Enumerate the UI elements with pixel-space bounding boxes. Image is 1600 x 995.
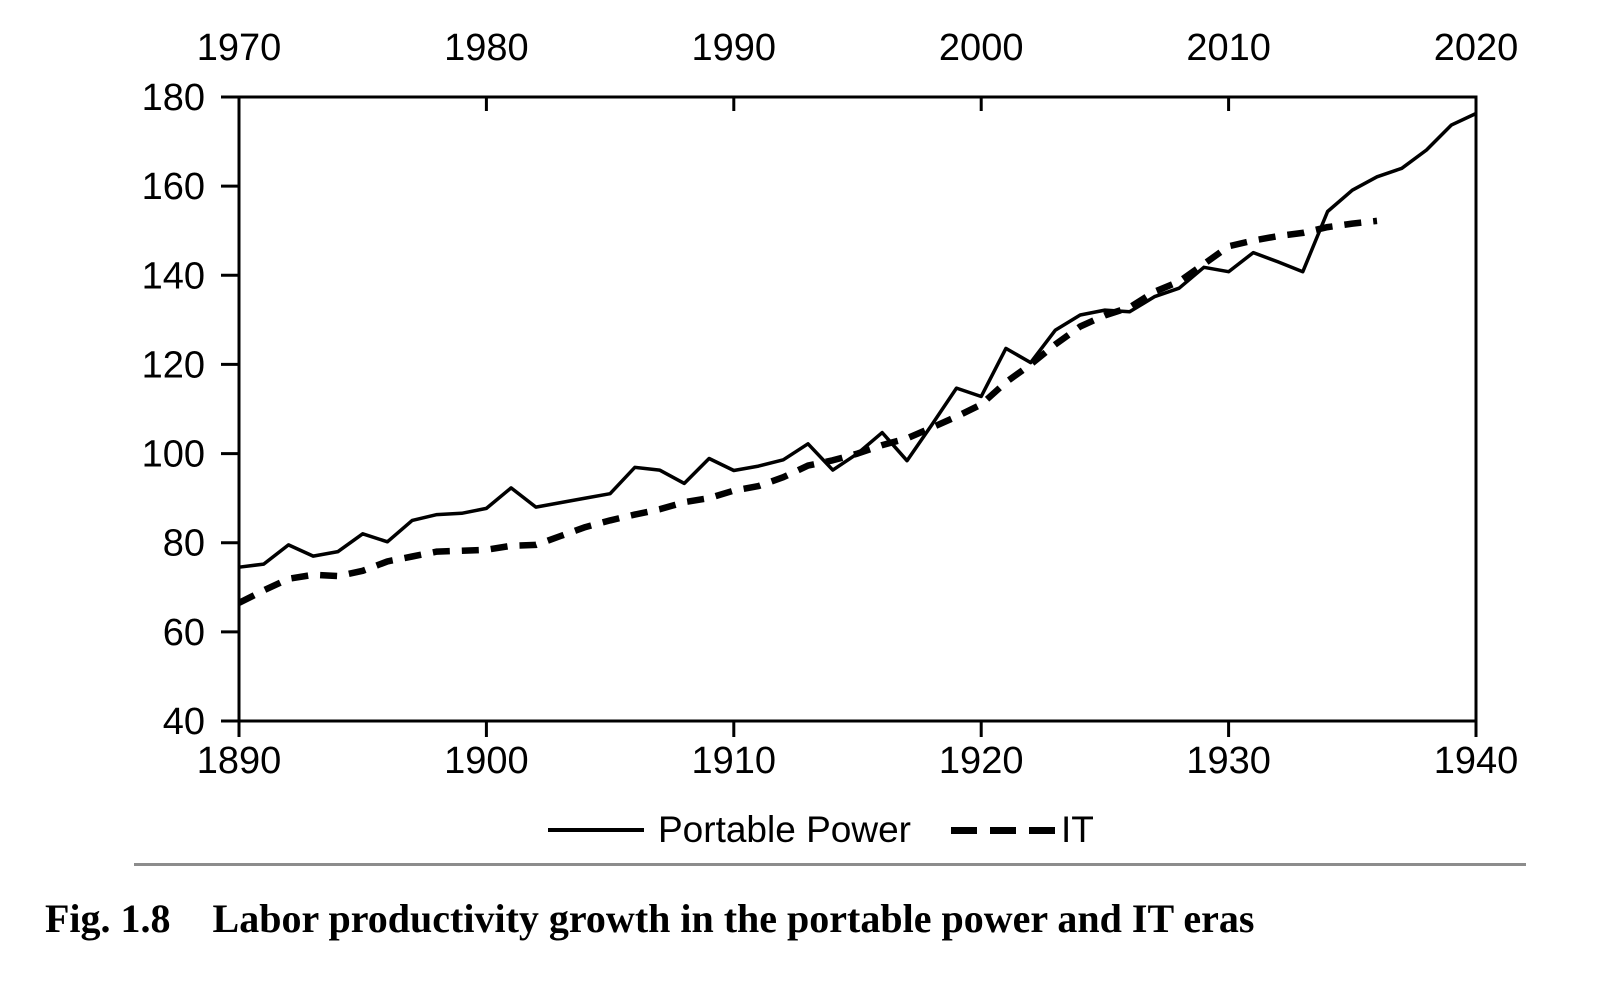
legend-label-portable-power: Portable Power [658, 809, 911, 850]
y-axis-tick-label: 80 [163, 523, 205, 565]
chart-legend: Portable Power IT [548, 806, 1094, 854]
legend-dashed-line-sample [950, 826, 1055, 834]
top-axis-tick-label: 2020 [1434, 27, 1519, 69]
y-axis-tick-label: 60 [163, 612, 205, 654]
top-axis-tick-label: 1980 [444, 27, 529, 69]
figure-separator-rule [134, 863, 1526, 866]
legend-label-it: IT [1060, 809, 1094, 850]
figure-caption-text: Labor productivity growth in the portabl… [212, 896, 1255, 941]
dash-segment [989, 826, 1016, 834]
bottom-axis-tick-label: 1930 [1186, 740, 1271, 782]
bottom-axis-tick-label: 1910 [692, 740, 777, 782]
plot-border [237, 95, 1478, 723]
y-axis-tick-label: 160 [142, 166, 205, 208]
dash-segment [1028, 826, 1055, 834]
dash-segment [950, 826, 977, 834]
bottom-axis-tick-label: 1940 [1434, 740, 1519, 782]
y-axis-tick-label: 100 [142, 434, 205, 476]
series-line-portable-power [238, 111, 1477, 569]
y-axis-tick-label: 40 [163, 701, 205, 743]
figure-caption-number: Fig. 1.8 [45, 896, 171, 941]
figure-caption: Fig. 1.8 Labor productivity growth in the… [45, 895, 1255, 942]
y-axis-tick-label: 120 [142, 344, 205, 386]
top-axis-tick-label: 1970 [197, 27, 282, 69]
bottom-axis-tick-label: 1920 [939, 740, 1024, 782]
legend-solid-line-sample [548, 828, 644, 832]
bottom-axis-tick-label: 1900 [444, 740, 529, 782]
y-axis-tick-label: 140 [142, 255, 205, 297]
y-axis-tick-label: 180 [142, 77, 205, 119]
top-axis-tick-label: 2000 [939, 27, 1024, 69]
top-axis-tick-label: 2010 [1186, 27, 1271, 69]
top-axis-tick-label: 1990 [692, 27, 777, 69]
bottom-axis-tick-label: 1890 [197, 740, 282, 782]
series-line-it [237, 217, 1378, 606]
